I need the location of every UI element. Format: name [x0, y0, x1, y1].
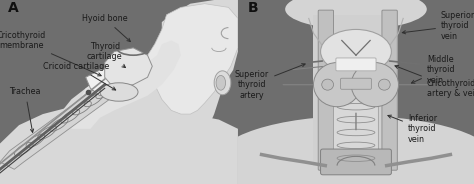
Ellipse shape	[214, 71, 231, 95]
Ellipse shape	[100, 83, 138, 101]
Text: Cricoid cartilage: Cricoid cartilage	[43, 62, 116, 90]
Ellipse shape	[378, 79, 390, 90]
FancyBboxPatch shape	[313, 15, 399, 166]
Text: Thyroid
cartilage: Thyroid cartilage	[87, 42, 126, 68]
Text: Inferior
thyroid
vein: Inferior thyroid vein	[388, 114, 437, 144]
Text: Trachea: Trachea	[9, 88, 41, 132]
Text: Middle
thyroid
vein: Middle thyroid vein	[411, 55, 456, 85]
FancyBboxPatch shape	[318, 10, 334, 170]
Text: Hyoid bone: Hyoid bone	[82, 14, 130, 42]
FancyBboxPatch shape	[341, 78, 371, 89]
Ellipse shape	[285, 0, 427, 29]
Text: A: A	[9, 1, 19, 15]
Polygon shape	[86, 66, 133, 96]
Ellipse shape	[214, 116, 474, 184]
Ellipse shape	[351, 63, 399, 107]
Text: Cricothyroid
artery & vein: Cricothyroid artery & vein	[395, 66, 474, 98]
Text: Cricothyroid
membrane: Cricothyroid membrane	[0, 31, 101, 76]
Polygon shape	[72, 40, 181, 129]
Ellipse shape	[313, 63, 361, 107]
Polygon shape	[0, 105, 238, 184]
FancyBboxPatch shape	[320, 149, 392, 175]
Polygon shape	[0, 74, 133, 169]
FancyBboxPatch shape	[334, 40, 378, 170]
Ellipse shape	[322, 79, 334, 90]
Ellipse shape	[320, 29, 392, 74]
Text: Superior
thyroid
artery: Superior thyroid artery	[235, 64, 305, 100]
Ellipse shape	[216, 75, 226, 90]
Text: Superior
thyroid
vein: Superior thyroid vein	[402, 11, 474, 41]
Polygon shape	[47, 0, 238, 184]
Polygon shape	[147, 4, 238, 114]
FancyBboxPatch shape	[336, 58, 376, 71]
Polygon shape	[105, 48, 152, 88]
FancyBboxPatch shape	[382, 10, 397, 170]
Text: B: B	[247, 1, 258, 15]
